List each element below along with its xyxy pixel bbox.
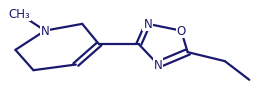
Text: N: N xyxy=(143,18,152,31)
Text: N: N xyxy=(41,25,49,38)
Text: CH₃: CH₃ xyxy=(8,8,30,21)
Text: O: O xyxy=(177,25,186,38)
Text: N: N xyxy=(154,58,162,71)
